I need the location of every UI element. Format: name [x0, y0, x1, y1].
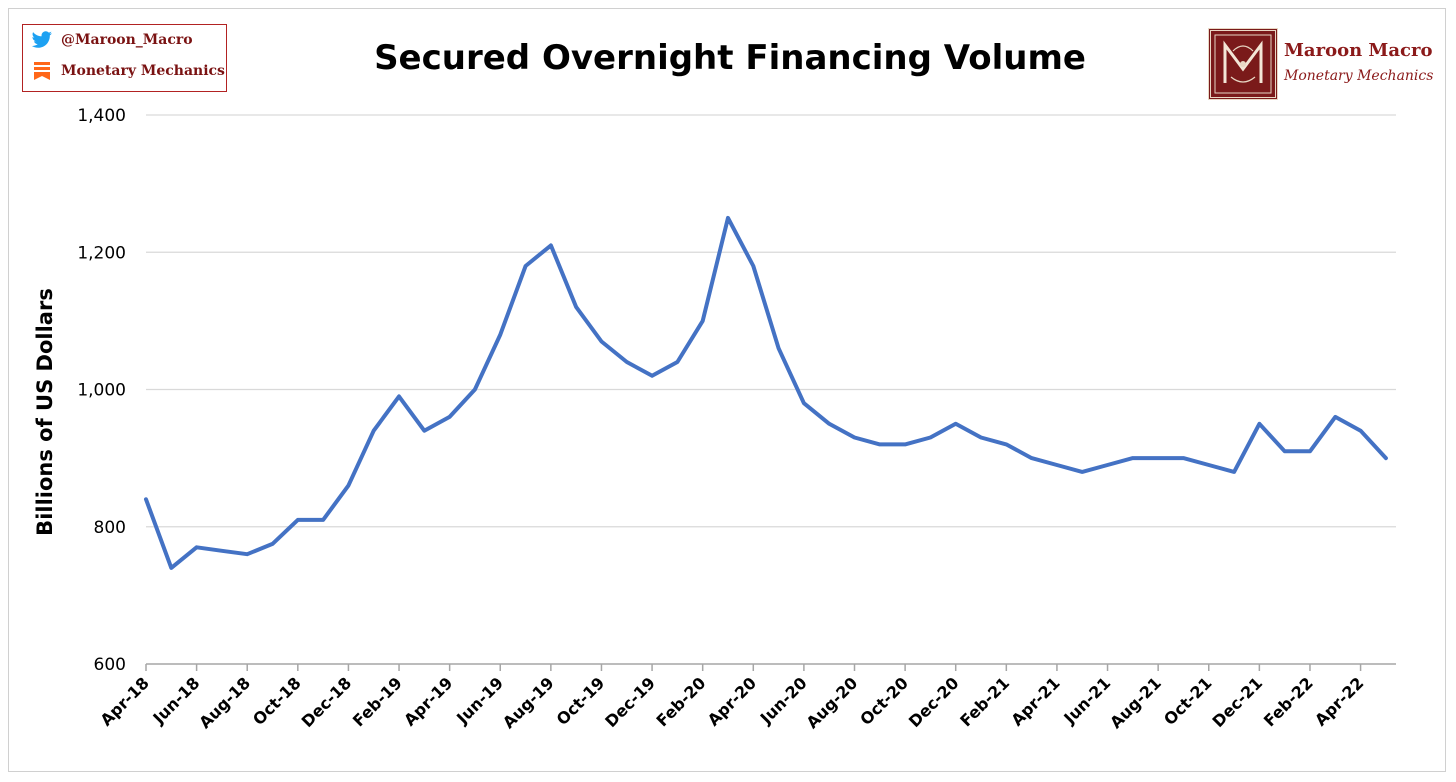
brand-block: Maroon Macro Monetary Mechanics [1208, 28, 1438, 100]
social-badge: @Maroon_Macro Monetary Mechanics [22, 24, 227, 92]
x-tick-label: Apr-22 [1311, 673, 1367, 729]
maroon-macro-logo [1208, 28, 1278, 100]
y-axis-label: Billions of US Dollars [33, 288, 57, 536]
y-tick-label: 1,200 [77, 243, 126, 263]
x-tick-label: Aug-19 [499, 673, 558, 732]
x-tick-label: Apr-20 [704, 673, 760, 729]
x-tick-label: Feb-19 [349, 673, 406, 730]
y-tick-label: 600 [94, 655, 126, 675]
twitter-icon [31, 31, 52, 48]
x-tick-label: Oct-19 [553, 673, 609, 729]
chart-title: Secured Overnight Financing Volume [374, 38, 1086, 78]
y-axis-ticks: 600 800 1,000 1,200 1,400 [77, 106, 126, 675]
x-tick-label: Dec-20 [905, 673, 963, 731]
x-tick-label: Dec-21 [1209, 673, 1267, 731]
x-tick-label: Aug-18 [195, 673, 254, 732]
x-tick-label: Oct-21 [1160, 673, 1216, 729]
substack-row[interactable]: Monetary Mechanics [31, 61, 225, 81]
series-line [144, 215, 1388, 570]
substack-name[interactable]: Monetary Mechanics [61, 63, 225, 79]
x-tick-label: Dec-19 [601, 673, 659, 731]
brand-name: Maroon Macro [1284, 40, 1433, 61]
x-tick-label: Feb-20 [653, 673, 710, 730]
x-tick-label: Oct-18 [249, 673, 305, 729]
gridlines [146, 114, 1396, 528]
series-group [144, 215, 1388, 570]
x-tick-label: Aug-20 [803, 673, 862, 732]
x-tick-label: Apr-18 [97, 673, 153, 729]
twitter-handle[interactable]: @Maroon_Macro [61, 32, 193, 48]
twitter-row[interactable]: @Maroon_Macro [31, 31, 193, 49]
x-tick-label: Dec-18 [298, 673, 356, 731]
chart-frame [8, 8, 1446, 772]
y-tick-label: 800 [94, 518, 126, 538]
y-tick-label: 1,400 [77, 106, 126, 126]
x-tick-label: Apr-21 [1007, 673, 1063, 729]
x-tick-label: Feb-22 [1260, 673, 1317, 730]
substack-icon [34, 62, 50, 80]
x-tick-label: Aug-21 [1106, 673, 1165, 732]
x-tick-label: Apr-19 [400, 673, 456, 729]
brand-subtitle: Monetary Mechanics [1284, 68, 1434, 84]
x-axis-ticks: Apr-18Jun-18Aug-18Oct-18Dec-18Feb-19Apr-… [97, 664, 1367, 732]
y-tick-label: 1,000 [77, 381, 126, 401]
x-tick-label: Oct-20 [856, 673, 912, 729]
x-tick-label: Feb-21 [956, 673, 1013, 730]
